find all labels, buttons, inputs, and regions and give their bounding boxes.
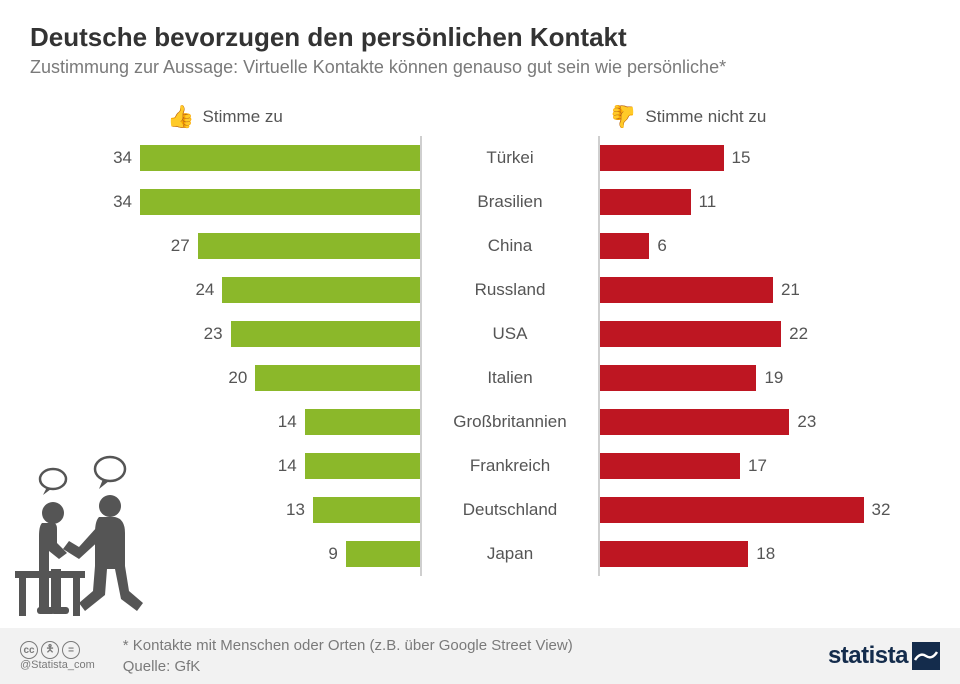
cc-license: cc 🯅 = @Statista_com xyxy=(20,641,95,671)
disagree-bar xyxy=(600,233,649,259)
agree-value: 27 xyxy=(171,236,190,256)
country-label: Brasilien xyxy=(420,180,600,224)
agree-bar xyxy=(346,541,420,567)
brand-text: statista xyxy=(828,642,908,670)
country-label: Frankreich xyxy=(420,444,600,488)
header: Deutsche bevorzugen den persönlichen Kon… xyxy=(0,0,960,86)
chart-row: 13 Deutschland 32 xyxy=(30,488,930,532)
country-label: Russland xyxy=(420,268,600,312)
disagree-value: 11 xyxy=(699,192,717,212)
country-label: Deutschland xyxy=(420,488,600,532)
agree-value: 13 xyxy=(286,500,305,520)
agree-bar xyxy=(305,453,420,479)
chart-row: 14 Großbritannien 23 xyxy=(30,400,930,444)
statista-wave-icon xyxy=(912,642,940,670)
statista-logo: statista xyxy=(828,642,940,670)
chart-row: 23 USA 22 xyxy=(30,312,930,356)
chart-row: 9 Japan 18 xyxy=(30,532,930,576)
disagree-value: 21 xyxy=(781,280,800,300)
legend-disagree-label: Stimme nicht zu xyxy=(645,107,766,127)
legend-agree-label: Stimme zu xyxy=(203,107,283,127)
chart-row: 14 Frankreich 17 xyxy=(30,444,930,488)
disagree-bar xyxy=(600,541,748,567)
chart-subtitle: Zustimmung zur Aussage: Virtuelle Kontak… xyxy=(30,57,930,78)
disagree-value: 19 xyxy=(764,368,783,388)
disagree-value: 15 xyxy=(732,148,751,168)
agree-value: 14 xyxy=(278,456,297,476)
agree-bar xyxy=(231,321,420,347)
agree-bar xyxy=(140,189,420,215)
disagree-value: 23 xyxy=(797,412,816,432)
disagree-bar xyxy=(600,409,789,435)
footnote: * Kontakte mit Menschen oder Orten (z.B.… xyxy=(123,635,573,656)
chart-title: Deutsche bevorzugen den persönlichen Kon… xyxy=(30,22,930,53)
disagree-bar xyxy=(600,497,864,523)
legend: 👍 Stimme zu 👎 Stimme nicht zu xyxy=(0,104,960,130)
cc-icon: cc xyxy=(20,641,38,659)
disagree-bar xyxy=(600,145,724,171)
agree-bar xyxy=(305,409,420,435)
country-label: Italien xyxy=(420,356,600,400)
agree-value: 14 xyxy=(278,412,297,432)
disagree-value: 22 xyxy=(789,324,808,344)
country-label: Japan xyxy=(420,532,600,576)
disagree-value: 17 xyxy=(748,456,767,476)
disagree-bar xyxy=(600,365,756,391)
country-label: Türkei xyxy=(420,136,600,180)
source: Quelle: GfK xyxy=(123,656,573,677)
agree-bar xyxy=(222,277,420,303)
agree-value: 24 xyxy=(195,280,214,300)
country-label: USA xyxy=(420,312,600,356)
chart-row: 27 China 6 xyxy=(30,224,930,268)
people-talking-icon xyxy=(15,451,165,626)
legend-disagree: 👎 Stimme nicht zu xyxy=(600,104,930,130)
disagree-bar xyxy=(600,321,781,347)
agree-bar xyxy=(255,365,420,391)
disagree-value: 6 xyxy=(657,236,666,256)
chart-row: 20 Italien 19 xyxy=(30,356,930,400)
handle: @Statista_com xyxy=(20,659,95,671)
chart-row: 24 Russland 21 xyxy=(30,268,930,312)
thumbs-up-icon: 👍 xyxy=(167,104,194,130)
agree-value: 23 xyxy=(204,324,223,344)
footer-text: * Kontakte mit Menschen oder Orten (z.B.… xyxy=(123,635,573,677)
agree-value: 9 xyxy=(328,544,337,564)
chart-row: 34 Brasilien 11 xyxy=(30,180,930,224)
agree-value: 34 xyxy=(113,148,132,168)
footer: cc 🯅 = @Statista_com * Kontakte mit Mens… xyxy=(0,628,960,684)
agree-bar xyxy=(198,233,420,259)
agree-bar xyxy=(140,145,420,171)
disagree-value: 32 xyxy=(872,500,891,520)
disagree-bar xyxy=(600,189,691,215)
country-label: Großbritannien xyxy=(420,400,600,444)
disagree-value: 18 xyxy=(756,544,775,564)
by-icon: 🯅 xyxy=(41,641,59,659)
agree-value: 34 xyxy=(113,192,132,212)
disagree-bar xyxy=(600,277,773,303)
agree-bar xyxy=(313,497,420,523)
thumbs-down-icon: 👎 xyxy=(610,104,637,130)
legend-agree: 👍 Stimme zu xyxy=(30,104,420,130)
agree-value: 20 xyxy=(228,368,247,388)
disagree-bar xyxy=(600,453,740,479)
nd-icon: = xyxy=(62,641,80,659)
chart-row: 34 Türkei 15 xyxy=(30,136,930,180)
country-label: China xyxy=(420,224,600,268)
